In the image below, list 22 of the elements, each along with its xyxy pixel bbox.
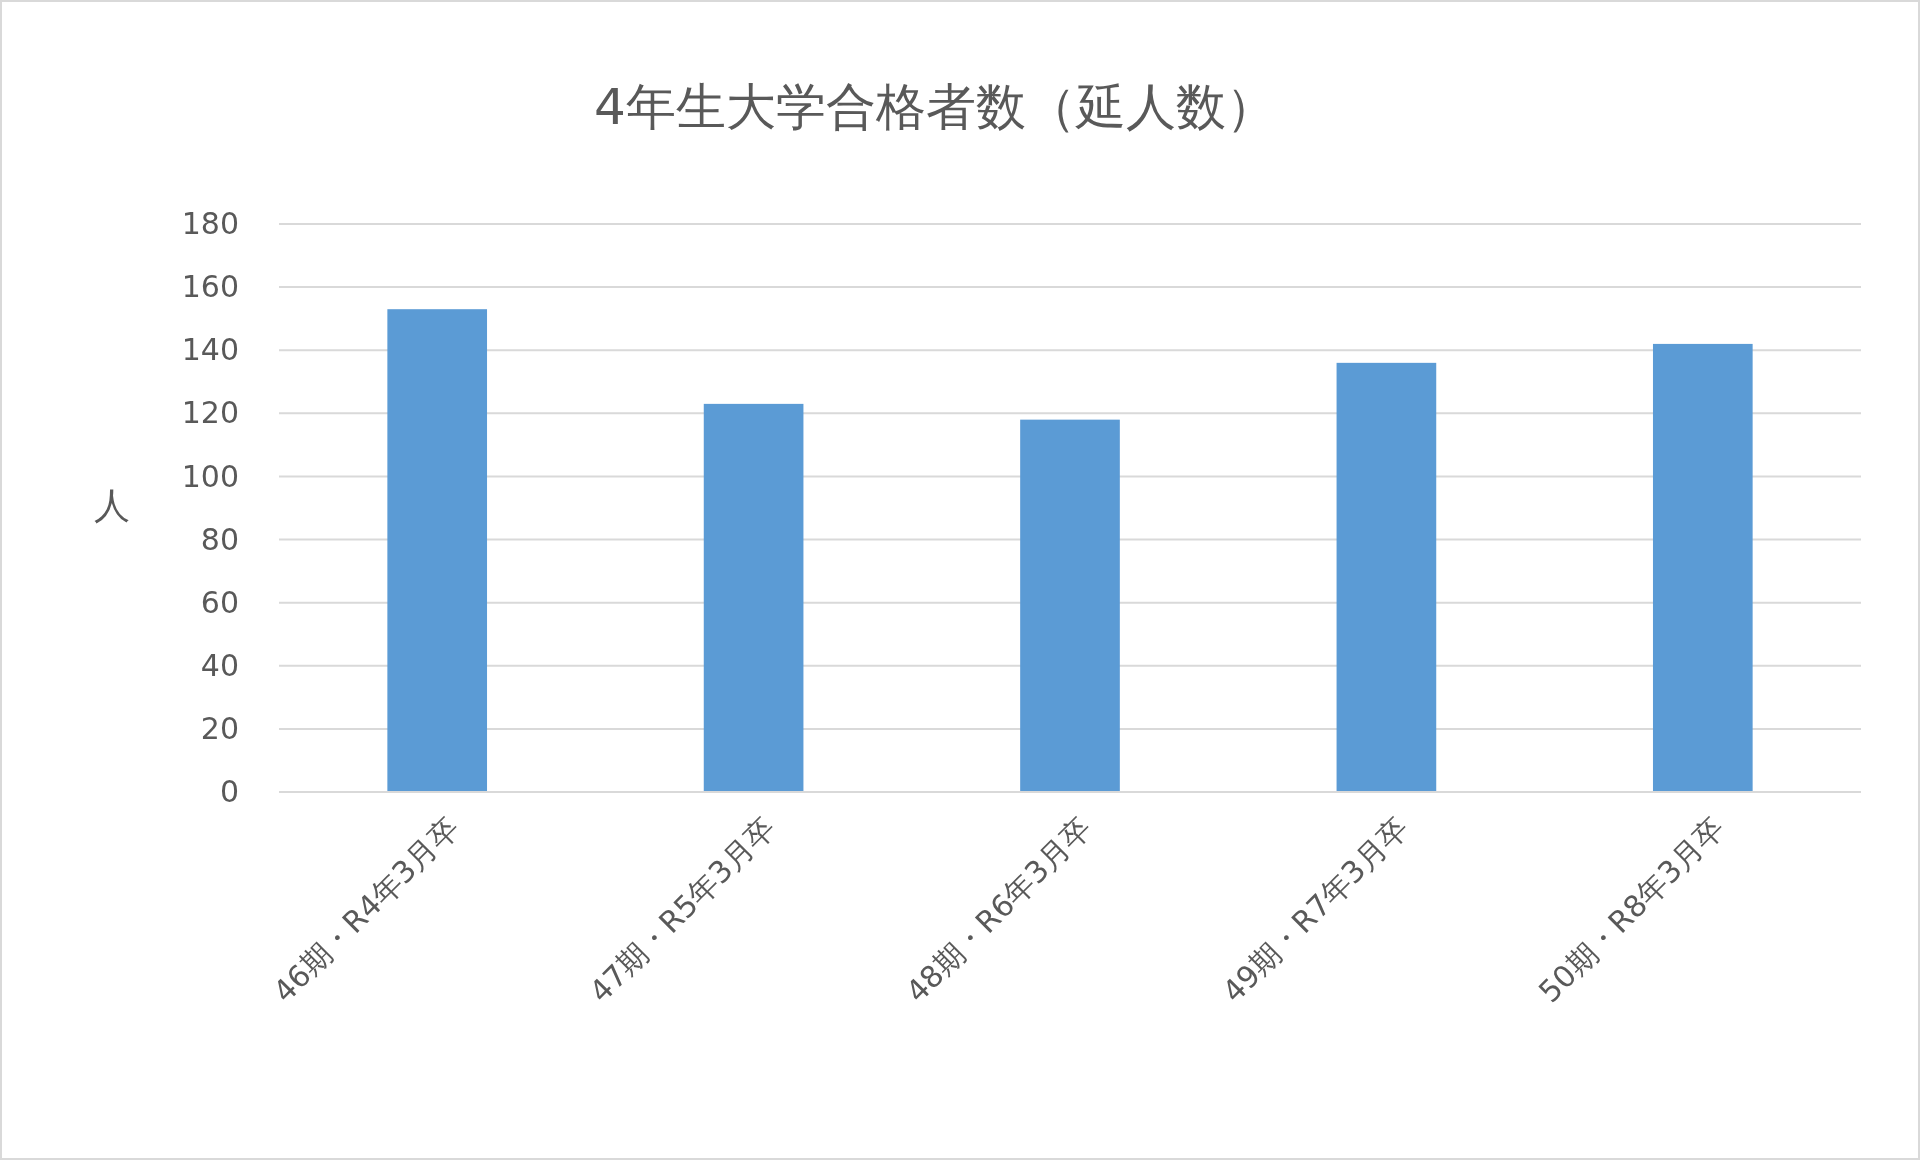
bar xyxy=(1020,419,1120,792)
x-tick-label: 47期・R5年3月卒 xyxy=(582,809,783,1010)
y-tick-label: 120 xyxy=(181,395,239,431)
y-tick-label: 0 xyxy=(219,774,239,810)
bar xyxy=(1336,362,1437,792)
bar xyxy=(703,403,804,792)
y-tick-label: 100 xyxy=(181,458,239,494)
y-tick-label: 140 xyxy=(181,332,239,368)
y-tick-label: 180 xyxy=(181,206,239,242)
bar xyxy=(1652,343,1753,792)
x-tick-label: 46期・R4年3月卒 xyxy=(266,809,466,1010)
y-tick-label: 60 xyxy=(200,584,239,620)
chart-title: 4年生大学合格者数（延人数） xyxy=(594,77,1276,136)
y-tick-label: 40 xyxy=(200,647,239,683)
bar xyxy=(387,309,488,792)
y-tick-label: 80 xyxy=(200,521,239,557)
x-tick-label: 48期・R6年3月卒 xyxy=(898,809,1099,1010)
y-tick-label: 20 xyxy=(200,710,239,746)
y-axis-title: 人 xyxy=(94,485,130,526)
x-tick-label: 49期・R7年3月卒 xyxy=(1215,809,1415,1010)
x-tick-label: 50期・R8年3月卒 xyxy=(1531,809,1732,1010)
y-tick-label: 160 xyxy=(181,269,239,305)
